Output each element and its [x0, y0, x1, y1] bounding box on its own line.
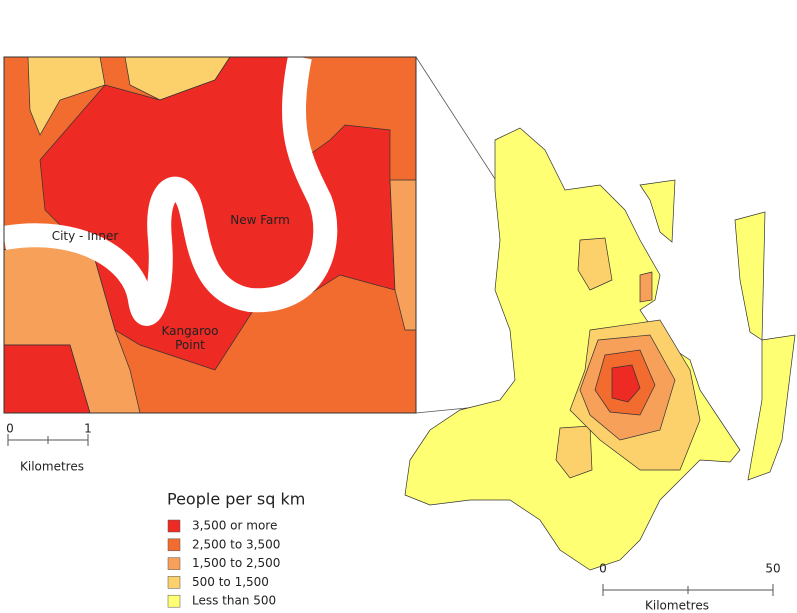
scale-unit: Kilometres [645, 599, 709, 613]
scale-label: 0 [599, 562, 607, 576]
legend-label: 2,500 to 3,500 [192, 537, 280, 551]
inset-map [1, 54, 417, 414]
place-label: Kangaroo Point [161, 324, 219, 352]
legend-swatch [167, 519, 181, 533]
main-map [404, 127, 796, 571]
legend: 3,500 or more 2,500 to 3,500 1,500 to 2,50… [167, 519, 280, 608]
place-label: City - Inner [51, 229, 119, 243]
inset-border [3, 56, 417, 414]
place-label: New Farm [230, 213, 290, 227]
legend-label: Less than 500 [192, 594, 276, 608]
legend-swatch [167, 594, 181, 608]
legend-swatch [167, 538, 181, 552]
legend-label: 500 to 1,500 [192, 575, 269, 589]
scale-label: 1 [84, 422, 92, 436]
scale-label: 50 [765, 562, 780, 576]
scale-label: 0 [6, 422, 14, 436]
legend-label: 3,500 or more [192, 519, 277, 533]
inset-scale [7, 434, 89, 446]
main-scale [602, 584, 774, 596]
legend-label: 1,500 to 2,500 [192, 556, 280, 570]
legend-title: People per sq km [167, 490, 305, 509]
river [1, 54, 338, 326]
legend-swatch [167, 576, 181, 589]
scale-unit: Kilometres [20, 460, 84, 474]
legend-swatch [167, 557, 181, 570]
